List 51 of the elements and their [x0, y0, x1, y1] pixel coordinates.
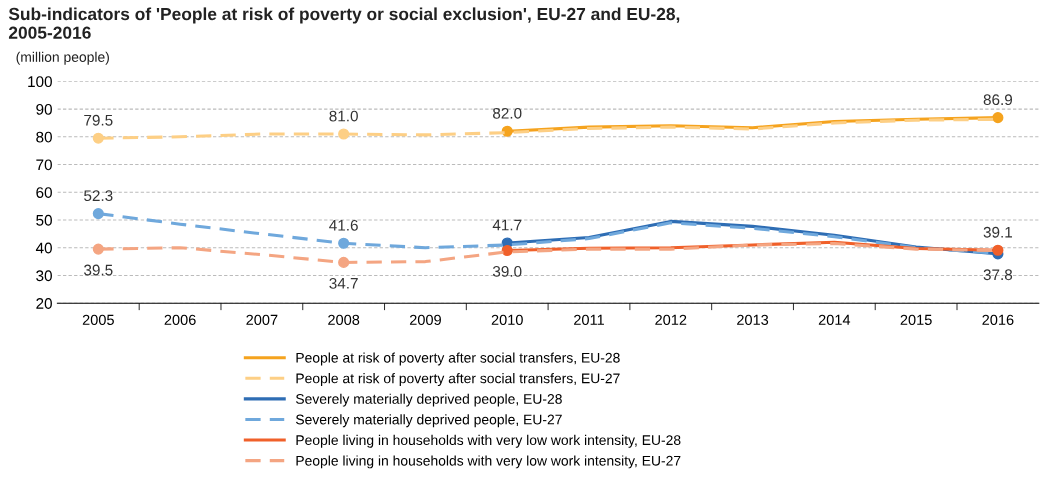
- chart-subtitle: (million people): [16, 51, 109, 65]
- data-label: 86.9: [983, 94, 1013, 106]
- x-tick-label: 2008: [328, 314, 360, 326]
- x-tick-label: 2010: [491, 314, 523, 326]
- point: [501, 244, 513, 257]
- x-tick-label: 2014: [818, 314, 851, 326]
- x-tick-label: 2012: [655, 314, 687, 326]
- data-label: 82.0: [493, 107, 522, 119]
- point: [338, 256, 350, 268]
- y-tick-label: 70: [36, 159, 52, 171]
- data-label: 79.5: [84, 114, 113, 126]
- data-label: 37.8: [983, 269, 1013, 281]
- x-tick-label: 2005: [82, 314, 114, 326]
- legend-label: People living in households with very low work intensity, EU-28: [296, 434, 681, 448]
- point: [92, 132, 104, 144]
- point: [338, 128, 350, 140]
- data-label: 52.3: [84, 190, 113, 202]
- point: [992, 112, 1004, 124]
- legend-label: People living in households with very low work intensity, EU-27: [296, 455, 681, 469]
- y-tick-label: 30: [36, 270, 52, 282]
- legend-label: Severely materially deprived people, EU-28: [295, 393, 562, 407]
- point: [501, 125, 513, 137]
- y-tick-label: 80: [36, 131, 52, 143]
- y-tick-label: 20: [36, 298, 52, 309]
- data-label: 41.6: [329, 219, 358, 231]
- data-label: 34.7: [329, 277, 358, 289]
- data-label: 39.1: [983, 226, 1013, 238]
- x-tick-label: 2006: [164, 314, 196, 326]
- data-label: 39.5: [84, 264, 113, 276]
- data-label: 41.7: [492, 219, 522, 231]
- y-tick-label: 90: [36, 103, 52, 115]
- y-tick-label: 100: [28, 76, 52, 88]
- legend-label: People at risk of poverty after social transfers, EU-27: [296, 373, 620, 387]
- legend-label: People at risk of poverty after social transfers, EU-28: [296, 352, 620, 366]
- y-tick-label: 40: [35, 242, 52, 254]
- point: [92, 243, 104, 255]
- data-label: 39.0: [492, 266, 522, 277]
- point: [92, 208, 104, 220]
- point: [992, 244, 1004, 256]
- x-tick-label: 2009: [409, 314, 441, 326]
- x-tick-label: 2016: [982, 314, 1014, 326]
- chart-title: Sub-indicators of 'People at risk of poverty or social exclusion', EU-27 and EU-28, 2005-2016: [8, 7, 680, 39]
- y-tick-label: 60: [36, 187, 52, 198]
- x-tick-label: 2015: [900, 314, 932, 326]
- x-tick-label: 2011: [574, 314, 604, 326]
- data-label: 81.0: [329, 110, 358, 122]
- x-tick-label: 2013: [737, 314, 769, 326]
- point: [338, 237, 350, 249]
- x-tick-label: 2007: [246, 314, 278, 326]
- y-tick-label: 50: [36, 214, 52, 226]
- legend-label: Severely materially deprived people, EU-27: [295, 414, 562, 428]
